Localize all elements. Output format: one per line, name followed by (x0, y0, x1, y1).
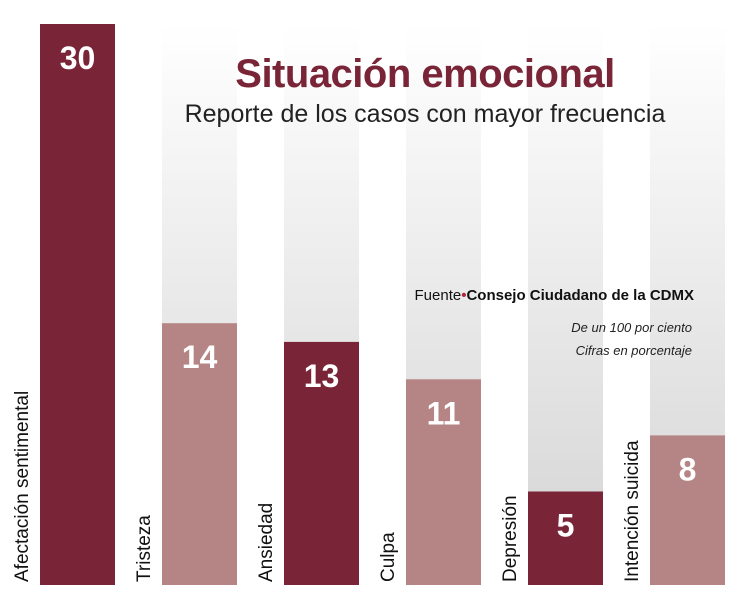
bar-4 (406, 379, 481, 585)
note-total: De un 100 por ciento (571, 320, 692, 335)
bar-6 (650, 435, 725, 585)
value-label: 13 (304, 358, 340, 394)
category-label: Afectación sentimental (12, 391, 33, 582)
bar-1 (40, 24, 115, 585)
chart-title: Situación emocional (235, 52, 615, 96)
value-labels: 30 14 13 11 5 8 (60, 40, 697, 544)
bar-3 (284, 341, 359, 585)
value-label: 11 (427, 395, 461, 431)
category-label: Depresión (500, 495, 521, 582)
category-labels: Afectación sentimental Tristeza Ansiedad Cu… (12, 391, 643, 582)
category-label: Culpa (378, 532, 399, 582)
category-label: Ansiedad (256, 503, 277, 582)
chart-subtitle: Reporte de los casos con mayor frecuenci… (184, 100, 666, 128)
category-label: Intención suicida (622, 440, 643, 582)
value-label: 8 (679, 451, 697, 487)
source-bullet: • (461, 287, 467, 304)
note-units: Cifras en porcentaje (575, 343, 692, 358)
bars (40, 24, 725, 585)
value-label: 14 (182, 339, 218, 375)
value-label: 30 (60, 40, 96, 76)
bar-2 (162, 323, 237, 585)
value-label: 5 (557, 508, 575, 544)
source-label: Fuente (414, 287, 462, 304)
source-line: Fuente•Consejo Ciudadano de la CDMX (415, 287, 695, 304)
bar-5 (528, 491, 603, 585)
source-name: Consejo Ciudadano de la CDMX (466, 287, 694, 304)
category-label: Tristeza (134, 515, 155, 582)
